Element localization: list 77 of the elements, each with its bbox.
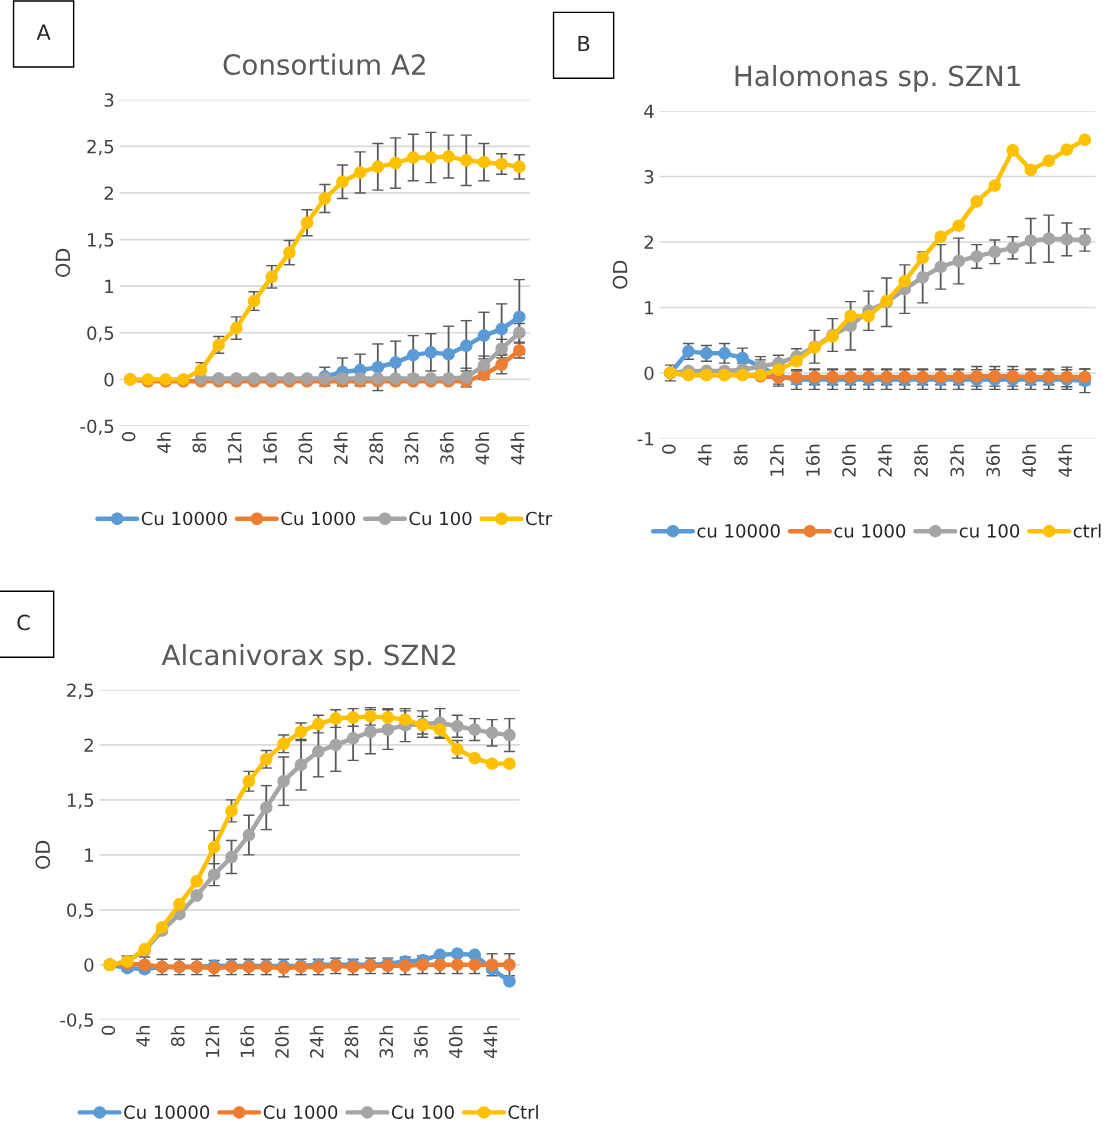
x-tick-label: 28h: [913, 444, 928, 477]
x-tick-label: 16h: [262, 432, 277, 464]
chart-title: Halomonas sp. SZN1: [735, 64, 1020, 92]
text: B: [578, 35, 590, 52]
legend-label: Ctr: [526, 511, 553, 526]
x-tick-label: 24h: [309, 1026, 324, 1058]
y-axis-title: OD: [612, 260, 628, 289]
x-tick-label: 36h: [986, 444, 1000, 477]
x-tick-label: 20h: [841, 444, 856, 477]
x-tick-label: 40h: [1022, 444, 1037, 477]
y-tick-label: 1,5: [88, 233, 114, 249]
x-tick-label: 44h: [483, 1026, 498, 1059]
x-tick-label: 40h: [475, 432, 490, 465]
x-tick-label: 8h: [733, 444, 748, 466]
y-tick-label: 0: [104, 372, 114, 387]
y-tick-label: 1,5: [67, 793, 94, 809]
y-tick-label: 1: [105, 279, 114, 294]
text: C: [17, 614, 30, 631]
x-tick-label: 44h: [510, 432, 525, 465]
legend-label: Cu 100: [409, 511, 472, 526]
x-tick-label: 24h: [333, 432, 348, 464]
text: A: [36, 24, 51, 40]
legend-label: Cu 10000: [124, 1105, 210, 1119]
y-tick-label: 0,5: [67, 903, 94, 919]
y-tick-label: 4: [644, 104, 654, 118]
x-tick-label: 36h: [413, 1026, 428, 1058]
legend-label: cu 10000: [697, 524, 780, 538]
y-axis-title: OD: [35, 840, 51, 869]
x-tick-label: 12h: [227, 432, 242, 464]
legend-label: cu 1000: [834, 524, 906, 538]
x-tick-label: 4h: [697, 444, 712, 466]
x-tick-label: 0: [121, 432, 136, 442]
legend-label: Cu 1000: [263, 1105, 338, 1119]
x-tick-label: 32h: [379, 1026, 394, 1058]
y-tick-label: -0,5: [80, 419, 114, 435]
legend-label: Cu 1000: [281, 511, 355, 526]
x-tick-label: 24h: [877, 444, 892, 477]
y-tick-label: -0,5: [60, 1013, 94, 1029]
x-tick-label: 12h: [769, 444, 784, 476]
x-tick-label: 28h: [369, 432, 384, 464]
y-tick-label: 2: [84, 738, 93, 752]
y-tick-label: 3: [104, 93, 114, 107]
x-tick-label: 12h: [205, 1026, 220, 1057]
chart-title: Consortium A2: [223, 53, 425, 76]
legend-label: Cu 10000: [141, 511, 227, 526]
y-tick-label: 0: [84, 958, 94, 972]
y-tick-label: 2: [104, 186, 113, 200]
y-tick-label: -1: [637, 432, 654, 446]
x-tick-label: 4h: [156, 432, 171, 453]
y-tick-label: 1: [85, 848, 93, 862]
legend-label: Cu 100: [391, 1105, 454, 1119]
x-tick-label: 20h: [274, 1026, 289, 1058]
x-tick-label: 16h: [240, 1026, 255, 1057]
y-tick-label: 0: [644, 366, 654, 381]
x-tick-label: 40h: [448, 1026, 463, 1059]
x-tick-label: 16h: [805, 444, 820, 476]
x-tick-label: 8h: [170, 1026, 185, 1047]
x-tick-label: 32h: [404, 432, 419, 464]
y-tick-label: 1: [645, 301, 654, 315]
y-tick-label: 2,5: [67, 683, 94, 699]
x-tick-label: 4h: [135, 1026, 150, 1047]
x-tick-label: 20h: [298, 432, 313, 464]
legend-label: cu 100: [959, 524, 1020, 538]
legend-label: Ctrl: [508, 1105, 538, 1119]
x-tick-label: 36h: [439, 432, 454, 464]
y-tick-label: 2,5: [87, 139, 114, 156]
legend-label: ctrl: [1073, 523, 1101, 538]
x-tick-label: 44h: [1058, 444, 1072, 477]
y-tick-label: 0,5: [87, 326, 114, 342]
chart-title: Alcanivorax sp. SZN2: [161, 643, 456, 671]
y-tick-label: 3: [644, 169, 654, 184]
x-tick-label: 28h: [344, 1026, 359, 1058]
x-tick-label: 0: [662, 444, 676, 454]
y-axis-title: OD: [55, 248, 71, 277]
x-tick-label: 32h: [949, 444, 964, 477]
x-tick-label: 8h: [192, 432, 207, 453]
y-tick-label: 2: [644, 235, 653, 249]
